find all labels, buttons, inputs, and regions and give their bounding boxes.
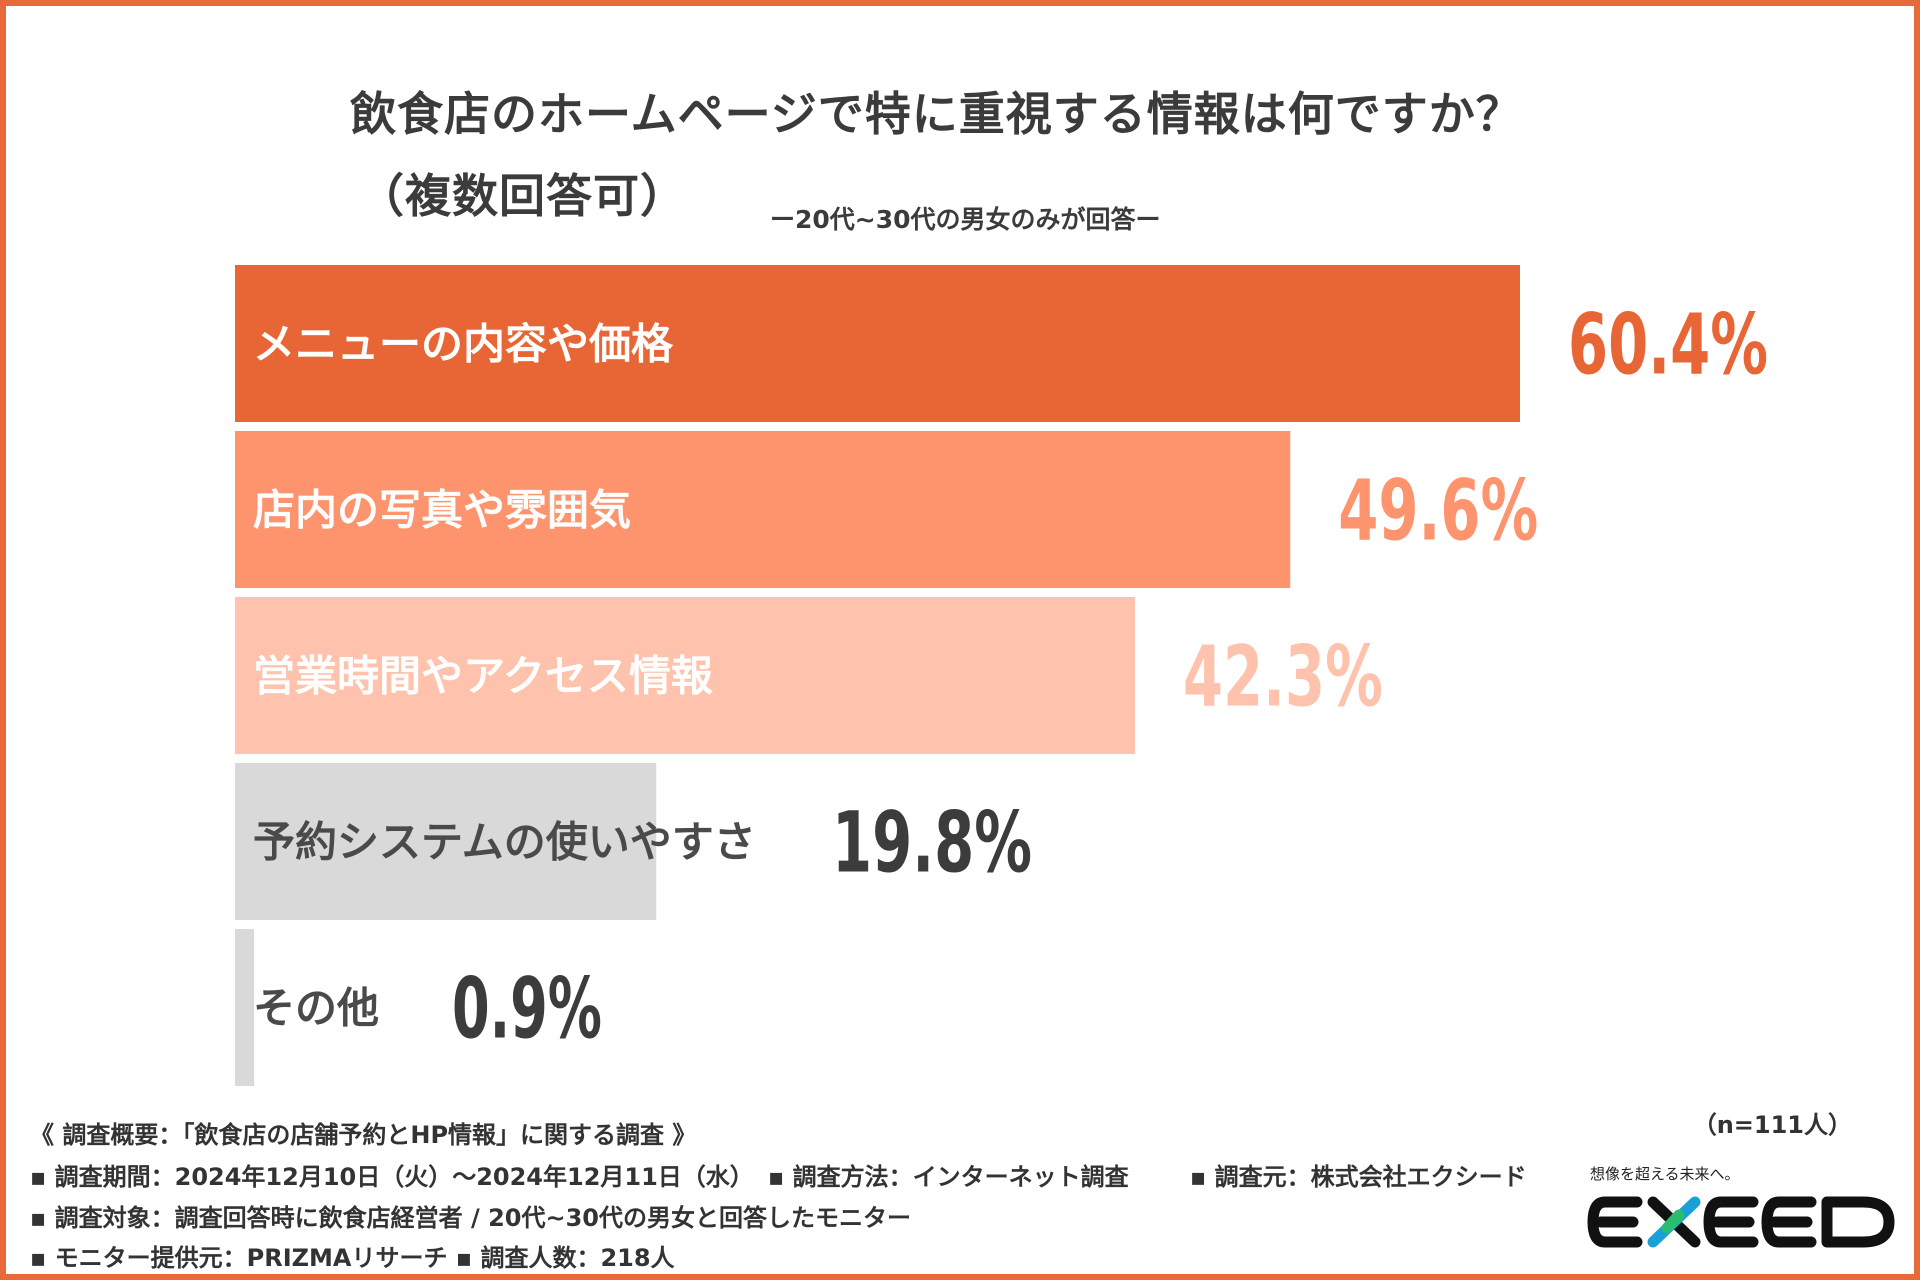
bar-1 [235,265,1520,422]
sample-size-label: （n=111人） [1692,1111,1852,1139]
bar-4 [235,763,657,920]
logo-tagline: 想像を超える未来へ。 [1590,1165,1740,1183]
survey-source: ▪ 調査元：株式会社エクシード [1190,1163,1527,1191]
value-label-4: 19.8% [832,794,1032,892]
bar-5 [235,929,255,1086]
bar-3 [235,597,1135,754]
category-label-3: 営業時間やアクセス情報 [253,652,713,701]
exeed-logo [1587,1196,1895,1248]
value-label-2: 49.6% [1338,462,1538,560]
category-label-4: 予約システムの使いやすさ [253,818,756,867]
respondent-note: ー20代~30代の男女のみが回答ー [770,205,1161,234]
survey-period: ▪ 調査期間：2024年12月10日（火）〜2024年12月11日（水） [30,1163,754,1191]
chart-title: 飲食店のホームページで特に重視する情報は何ですか？ [350,87,1523,141]
value-label-3: 42.3% [1183,628,1383,726]
bar-2 [235,431,1291,588]
category-label-5: その他 [253,984,379,1033]
category-label-1: メニューの内容や価格 [253,320,674,369]
survey-method: ▪ 調査方法：インターネット調査 [768,1163,1129,1191]
chart-subtitle: （複数回答可） [358,169,687,223]
survey-provider: ▪ モニター提供元：PRIZMAリサーチ ▪ 調査人数：218人 [30,1244,675,1272]
survey-target: ▪ 調査対象：調査回答時に飲食店経営者 / 20代~30代の男女と回答したモニタ… [30,1204,912,1232]
value-label-1: 60.4% [1568,296,1768,394]
survey-overview: 《 調査概要：「飲食店の店舗予約とHP情報」に関する調査 》 [30,1121,697,1149]
category-label-2: 店内の写真や雰囲気 [253,486,631,535]
value-label-5: 0.9% [452,960,602,1058]
